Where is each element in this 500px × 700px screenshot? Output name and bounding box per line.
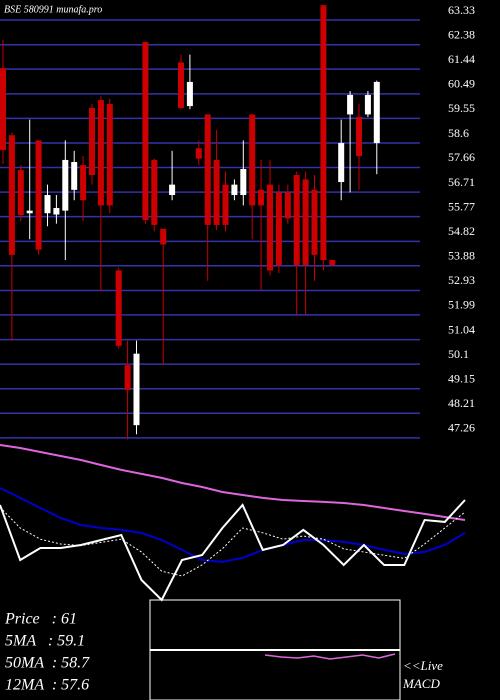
y-tick-label: 49.15: [448, 372, 475, 386]
candle-body: [195, 148, 202, 159]
candle-body: [356, 117, 362, 157]
candle-body: [373, 81, 380, 144]
candle-body: [240, 169, 247, 196]
ma-line: [0, 506, 466, 577]
y-tick-label: 61.44: [448, 52, 475, 66]
candle-body: [320, 5, 327, 261]
candle-body: [62, 159, 69, 211]
candle-body: [222, 184, 229, 225]
y-tick-label: 53.88: [448, 249, 475, 263]
candle-body: [302, 179, 309, 266]
candle-body: [160, 228, 167, 245]
candle-body: [53, 208, 60, 215]
candle-body: [106, 104, 113, 206]
y-tick-label: 47.26: [448, 421, 475, 435]
candle-body: [338, 143, 345, 183]
candle-body: [80, 165, 87, 201]
candle-body: [284, 192, 291, 219]
candle-body: [329, 260, 336, 266]
y-tick-label: 62.38: [448, 27, 475, 41]
candle-body: [204, 114, 211, 225]
y-tick-label: 59.55: [448, 101, 475, 115]
chart-title: BSE 580991 munafa.pro: [4, 4, 102, 15]
candle-body: [0, 68, 6, 151]
price-info: Price : 61: [4, 611, 77, 628]
y-tick-label: 48.21: [448, 396, 475, 410]
macd-label: <<Live: [403, 658, 443, 673]
price-info: 50MA : 58.7: [5, 655, 90, 672]
candle-body: [71, 162, 78, 190]
price-info: 12MA : 57.6: [5, 677, 89, 694]
candle-body: [258, 189, 265, 206]
candle-body: [17, 170, 24, 216]
candle-body: [133, 353, 140, 426]
macd-label: MACD: [402, 676, 440, 691]
candle-body: [178, 62, 184, 108]
candle-body: [115, 270, 122, 346]
candle-body: [44, 195, 51, 214]
y-tick-label: 58.6: [448, 126, 469, 140]
candle-body: [293, 175, 300, 266]
price-info: 5MA : 59.1: [5, 633, 85, 650]
y-tick-label: 60.49: [448, 77, 475, 91]
ma-line: [0, 487, 466, 563]
y-tick-label: 51.99: [448, 298, 475, 312]
y-tick-label: 50.1: [448, 347, 469, 361]
candle-body: [347, 94, 354, 115]
candle-body: [142, 42, 149, 221]
candle-body: [275, 192, 282, 266]
candle-body: [213, 159, 220, 225]
candle-body: [231, 184, 238, 196]
candle-body: [8, 135, 15, 255]
candle-body: [249, 114, 256, 206]
candle-body: [124, 365, 131, 391]
macd-line: [264, 653, 396, 660]
ma-line: [0, 499, 466, 602]
candle-body: [169, 184, 176, 196]
y-tick-label: 63.33: [448, 3, 475, 17]
candle-body: [97, 100, 104, 206]
y-tick-label: 55.77: [448, 199, 475, 213]
candle-body: [364, 94, 371, 115]
candle-body: [311, 189, 318, 255]
y-tick-label: 52.93: [448, 273, 475, 287]
y-tick-label: 57.66: [448, 150, 475, 164]
candle-body: [89, 107, 95, 176]
y-tick-label: 51.04: [448, 322, 475, 336]
candle-body: [267, 184, 273, 271]
y-tick-label: 54.82: [448, 224, 475, 238]
candle-body: [26, 210, 33, 214]
ma-line: [0, 444, 466, 521]
candle-body: [186, 81, 193, 107]
candle-body: [151, 159, 158, 225]
y-tick-label: 56.71: [448, 175, 475, 189]
candle-body: [35, 140, 42, 250]
